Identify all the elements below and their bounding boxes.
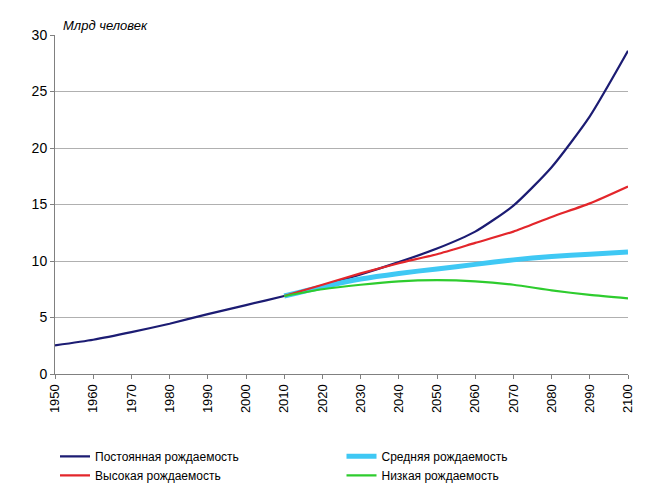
svg-text:2010: 2010 bbox=[276, 384, 291, 413]
svg-text:1960: 1960 bbox=[85, 384, 100, 413]
svg-text:2080: 2080 bbox=[544, 384, 559, 413]
svg-text:15: 15 bbox=[32, 196, 48, 212]
svg-text:2070: 2070 bbox=[506, 384, 521, 413]
svg-text:2060: 2060 bbox=[467, 384, 482, 413]
svg-text:2000: 2000 bbox=[238, 384, 253, 413]
svg-text:Постоянная рождаемость: Постоянная рождаемость bbox=[95, 450, 239, 464]
svg-text:2100: 2100 bbox=[620, 384, 635, 413]
svg-text:Средняя рождаемость: Средняя рождаемость bbox=[382, 450, 508, 464]
svg-text:0: 0 bbox=[39, 366, 47, 382]
svg-text:1970: 1970 bbox=[124, 384, 139, 413]
svg-text:1990: 1990 bbox=[200, 384, 215, 413]
svg-text:25: 25 bbox=[32, 83, 48, 99]
svg-text:2040: 2040 bbox=[391, 384, 406, 413]
svg-text:1980: 1980 bbox=[162, 384, 177, 413]
svg-text:Высокая рождаемость: Высокая рождаемость bbox=[95, 469, 221, 483]
svg-text:30: 30 bbox=[32, 27, 48, 43]
svg-text:10: 10 bbox=[32, 253, 48, 269]
svg-text:Млрд человек: Млрд человек bbox=[63, 18, 148, 33]
svg-text:2050: 2050 bbox=[429, 384, 444, 413]
svg-text:2030: 2030 bbox=[353, 384, 368, 413]
svg-text:Низкая рождаемость: Низкая рождаемость bbox=[382, 469, 499, 483]
svg-text:2020: 2020 bbox=[315, 384, 330, 413]
svg-text:5: 5 bbox=[39, 309, 47, 325]
svg-text:1950: 1950 bbox=[47, 384, 62, 413]
svg-text:20: 20 bbox=[32, 140, 48, 156]
svg-text:2090: 2090 bbox=[582, 384, 597, 413]
